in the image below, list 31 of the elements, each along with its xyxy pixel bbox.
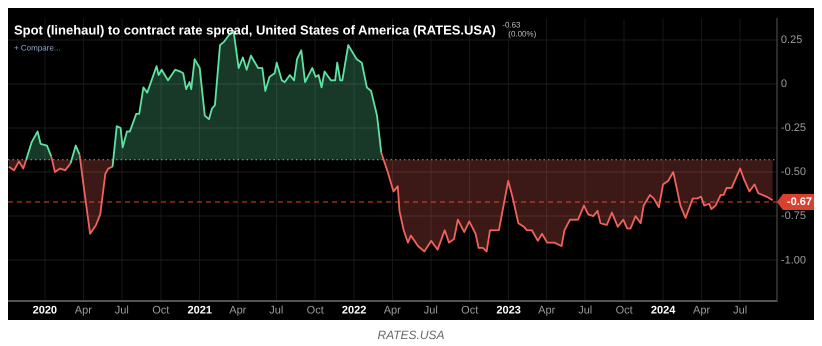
- x-tick-label: Jul: [269, 304, 284, 316]
- y-tick-label: -1.00: [780, 254, 806, 266]
- x-tick-label: 2020: [32, 304, 58, 316]
- x-tick-label: Apr: [74, 304, 92, 316]
- x-tick-label: 2022: [342, 304, 366, 316]
- x-tick-label: 2021: [187, 304, 212, 316]
- x-tick-label: Jul: [114, 304, 129, 316]
- x-tick-label: Apr: [384, 304, 402, 316]
- ref-line-label: -0.67: [786, 196, 812, 208]
- y-tick-label: 0.25: [780, 34, 802, 46]
- y-tick-label: -0.75: [780, 210, 806, 222]
- annotation: + Compare...: [14, 44, 60, 53]
- x-tick-label: Oct: [306, 304, 324, 316]
- text: RATES.USA: [376, 328, 446, 342]
- x-tick-label: Jul: [733, 304, 748, 316]
- x-tick-label: 2023: [496, 304, 521, 316]
- annotation: -0.63: [502, 20, 522, 30]
- y-tick-label: 0: [780, 78, 788, 90]
- y-tick-label: -0.50: [780, 166, 806, 178]
- chart-title: Spot (linehaul) to contract rate spread, United States of America (RATES.USA): [14, 22, 496, 38]
- x-tick-label: Apr: [538, 304, 556, 316]
- x-tick-label: Oct: [461, 304, 478, 316]
- x-tick-label: Apr: [229, 304, 247, 316]
- y-tick-label: -0.25: [780, 122, 806, 134]
- x-tick-label: 2024: [650, 304, 676, 316]
- annotation: (0.00%): [508, 30, 537, 39]
- x-tick-label: Jul: [578, 304, 592, 316]
- x-tick-label: Oct: [152, 304, 170, 316]
- x-tick-label: Oct: [616, 304, 633, 316]
- x-tick-label: Jul: [424, 304, 438, 316]
- x-tick-label: Apr: [693, 304, 710, 316]
